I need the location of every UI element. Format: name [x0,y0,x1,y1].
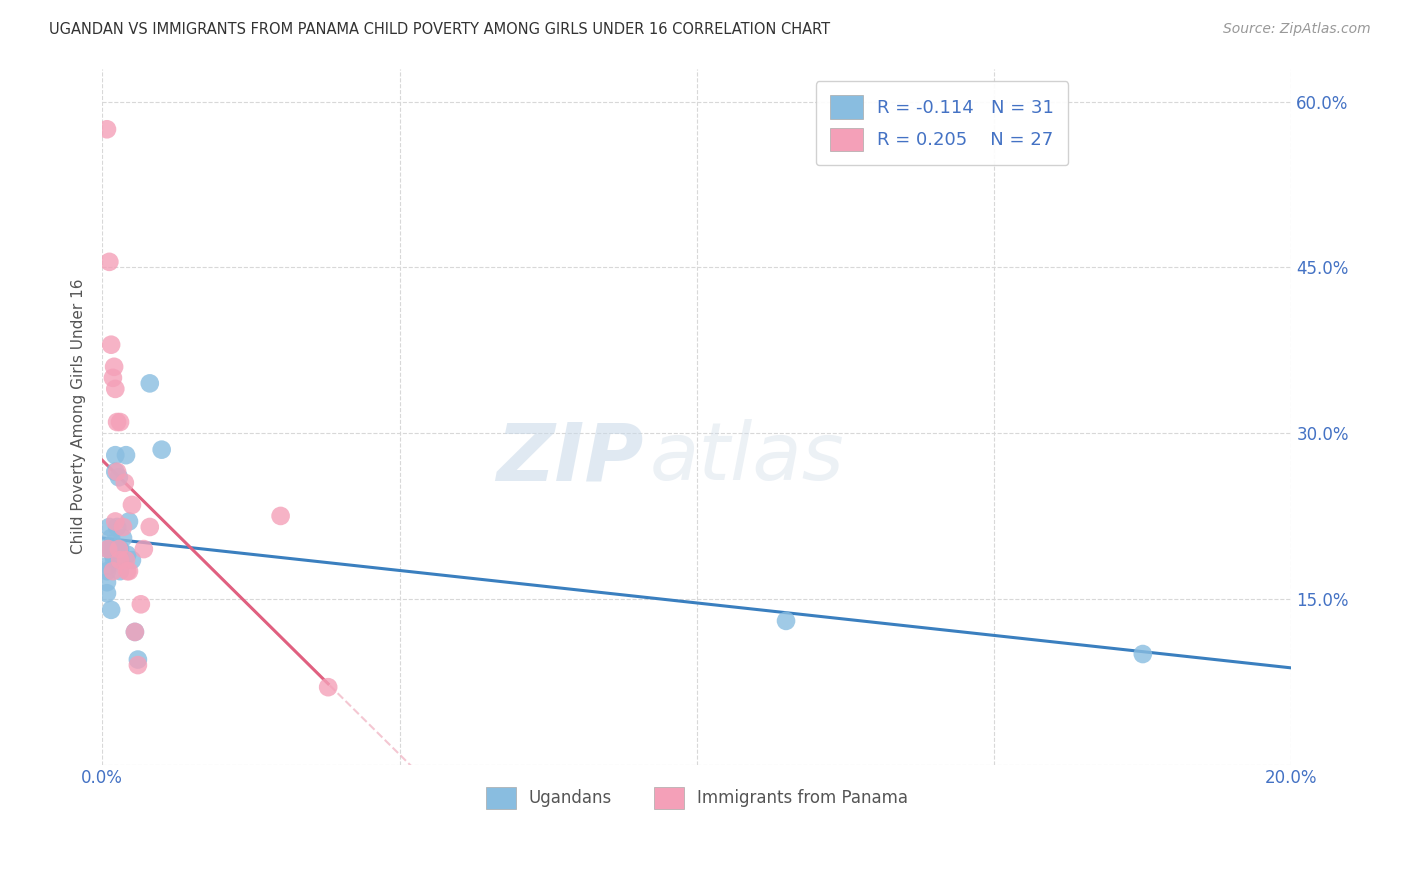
Point [316,680,339,694]
Point [111,520,134,534]
Point [98,520,121,534]
Point [100,603,122,617]
Point [108,564,131,578]
Point [127,658,149,673]
Point [104,465,127,479]
Point [115,564,138,578]
Point [150,442,173,457]
Point [114,475,136,490]
Point [103,359,125,374]
Point [100,337,122,351]
Point [104,515,127,529]
Point [270,508,292,523]
Point [103,542,125,557]
Point [105,542,128,557]
Text: UGANDAN VS IMMIGRANTS FROM PANAMA CHILD POVERTY AMONG GIRLS UNDER 16 CORRELATION: UGANDAN VS IMMIGRANTS FROM PANAMA CHILD … [49,22,831,37]
Point [111,531,134,545]
Point [101,548,124,562]
Point [105,520,128,534]
Point [98,255,121,269]
Point [121,553,143,567]
Point [101,371,124,385]
Point [108,470,131,484]
Point [105,415,128,429]
Point [108,415,131,429]
Text: atlas: atlas [650,419,844,497]
Point [127,652,149,666]
Point [115,548,138,562]
Point [115,553,138,567]
Point [118,564,141,578]
Text: ZIP: ZIP [496,419,644,497]
Point [1132,647,1154,661]
Point [97,542,120,557]
Point [97,542,120,557]
Point [96,564,118,578]
Text: Source: ZipAtlas.com: Source: ZipAtlas.com [1223,22,1371,37]
Point [97,558,120,573]
Point [115,448,138,462]
Point [129,597,152,611]
Point [96,575,118,590]
Point [108,553,131,567]
Point [108,542,131,557]
Point [139,376,162,391]
Point [124,624,146,639]
Point [104,382,127,396]
Point [104,448,127,462]
Y-axis label: Child Poverty Among Girls Under 16: Child Poverty Among Girls Under 16 [72,279,86,554]
Point [121,498,143,512]
Point [132,542,155,557]
Point [139,520,162,534]
Legend: Ugandans, Immigrants from Panama: Ugandans, Immigrants from Panama [479,780,915,815]
Point [96,586,118,600]
Point [100,542,122,557]
Point [101,536,124,550]
Point [105,465,128,479]
Point [101,564,124,578]
Point [775,614,797,628]
Point [100,531,122,545]
Point [108,542,131,557]
Point [96,122,118,136]
Point [124,624,146,639]
Point [103,553,125,567]
Point [118,515,141,529]
